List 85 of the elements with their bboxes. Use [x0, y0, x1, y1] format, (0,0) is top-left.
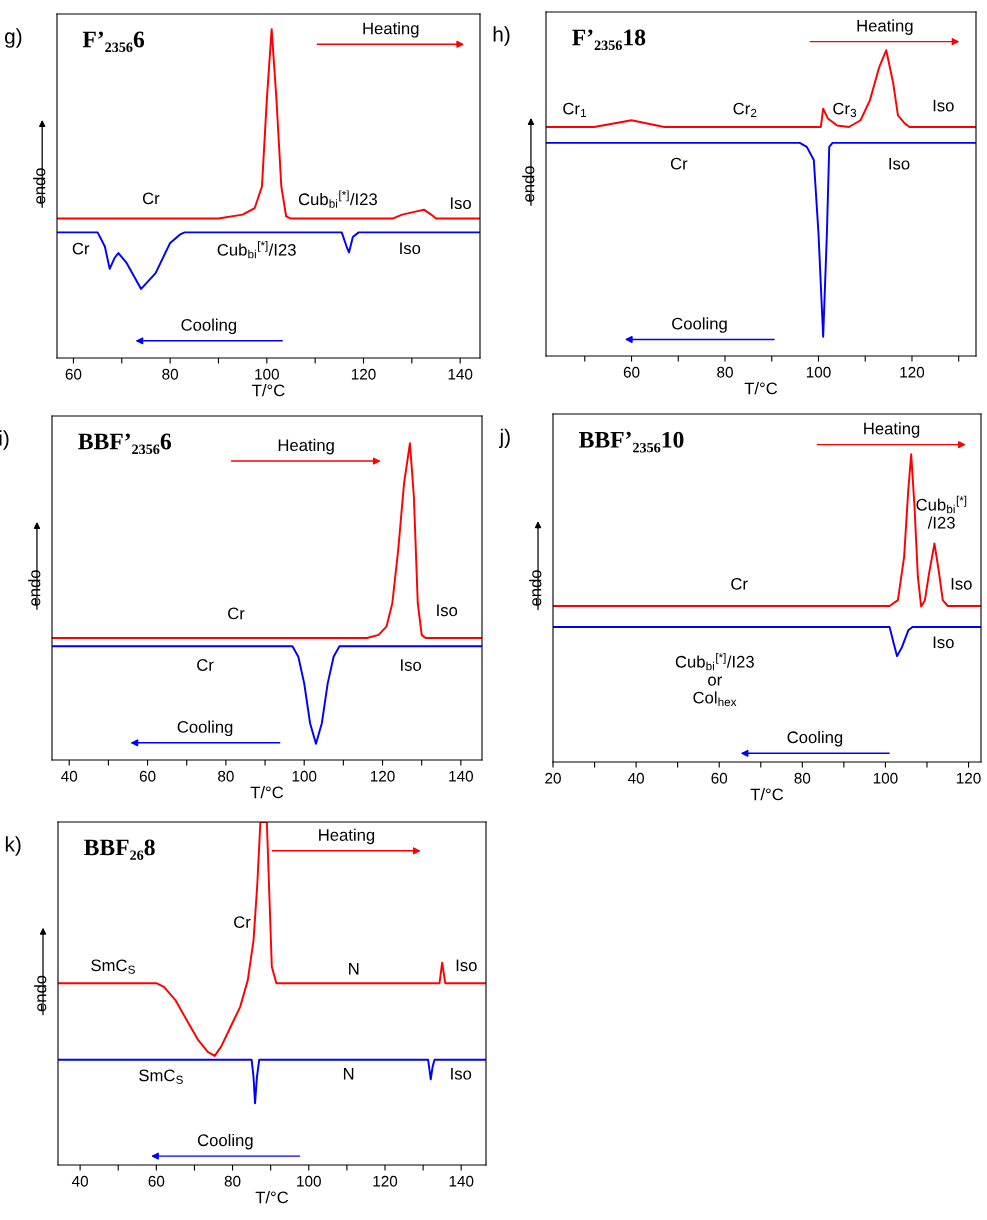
y-axis-title: endo — [529, 570, 542, 606]
x-tick-label: 80 — [162, 368, 179, 380]
text: Heating — [857, 19, 913, 35]
annotation: SmC$_{S}$ — [139, 1069, 183, 1084]
annotation: Cr — [234, 916, 251, 928]
x-tick-label: 40 — [71, 1175, 89, 1187]
annotation: Cooling — [787, 730, 843, 747]
annotation: Cr$_{1}$ — [563, 102, 587, 117]
y-axis-title: endo — [34, 975, 47, 1012]
annotation: N — [349, 963, 359, 975]
x-tick-label: 120 — [351, 368, 376, 380]
chart-title: F’₂₃₅₆18 — [572, 29, 646, 51]
x-tick-label: 120 — [370, 770, 395, 782]
annotation: SmC$_{S}$ — [91, 959, 135, 974]
annotation: Cub$_{bi}$$^{[*]}$/I23 — [298, 190, 377, 208]
annotation: Heating — [319, 828, 375, 845]
annotation: Iso — [450, 197, 471, 210]
x-tick-label: 100 — [255, 368, 279, 380]
x-tick-label: 120 — [373, 1175, 398, 1187]
annotation: Iso — [933, 636, 954, 649]
chart-title: BBF’₂₃₅₆6 — [78, 433, 172, 455]
x-tick-label: 40 — [627, 772, 645, 784]
annotation: Iso — [451, 1067, 472, 1080]
y-axis-title: endo — [522, 166, 535, 202]
chart-subtitle: j) — [498, 428, 510, 449]
y-axis-title: endo — [33, 168, 46, 204]
annotation: N — [343, 1067, 354, 1080]
x-tick-label: 120 — [900, 366, 925, 378]
x-tick-label: 80 — [794, 772, 811, 784]
x-axis-title: T/°C — [744, 382, 778, 395]
x-tick-label: 140 — [449, 1175, 474, 1187]
x-tick-label: 60 — [623, 366, 640, 378]
x-tick-label: 80 — [224, 1175, 241, 1187]
annotation: Iso — [889, 157, 910, 170]
annotation: Cr$_{2}$ — [733, 102, 757, 117]
chart-subtitle: i) — [0, 430, 9, 450]
text: k) — [5, 836, 21, 856]
annotation: Cub$_{bi}$$^{[*]}$/I23 or Col$_{hex}$ — [675, 652, 754, 707]
x-axis-title: T/°C — [250, 786, 284, 799]
chart-subtitle: g) — [5, 28, 22, 48]
annotation: Cr — [197, 659, 214, 671]
annotation: Cr — [72, 242, 90, 255]
x-tick-label: 60 — [139, 770, 156, 782]
annotation: Cooling — [197, 1133, 253, 1150]
x-tick-label: 80 — [218, 770, 234, 782]
x-tick-label: 100 — [297, 1175, 321, 1187]
annotation: Cr — [142, 192, 160, 205]
annotation: Cr$_{3}$ — [833, 102, 857, 118]
x-axis-title: T/°C — [750, 788, 784, 801]
annotation: Cr — [731, 577, 748, 590]
x-tick-label: 60 — [148, 1175, 165, 1187]
x-tick-label: 80 — [717, 366, 733, 378]
x-tick-label: 100 — [292, 770, 317, 782]
x-tick-label: 20 — [545, 772, 561, 784]
annotation: Cr — [228, 607, 245, 620]
text: Heating — [864, 422, 920, 438]
chart-title: BBF’₂₃₅₆10 — [579, 431, 684, 453]
x-axis-title: T/°C — [252, 384, 285, 397]
annotation: Heating — [278, 438, 334, 455]
annotation: Iso — [933, 99, 954, 112]
annotation: Cr — [670, 157, 688, 170]
x-tick-label: 100 — [806, 366, 831, 378]
annotation: Iso — [951, 578, 972, 590]
x-tick-label: 120 — [956, 772, 981, 784]
annotation: Iso — [401, 659, 422, 671]
x-tick-label: 100 — [873, 772, 898, 784]
text: BBF₂₆8 — [84, 839, 155, 861]
annotation: Cub$_{bi}$$^{[*]}$/I23 — [217, 240, 296, 259]
annotation: Heating — [363, 22, 419, 38]
annotation: Iso — [437, 604, 458, 617]
annotation: Cub$_{bi}$$^{[*]}$ /I23 — [916, 495, 967, 529]
annotation: Cooling — [181, 318, 237, 335]
chart-title: F’₂₃₅₆6 — [82, 31, 145, 53]
x-tick-label: 40 — [61, 770, 78, 782]
annotation: Cooling — [177, 720, 233, 737]
x-tick-label: 140 — [449, 770, 473, 782]
chart-subtitle: h) — [493, 26, 510, 46]
annotation: Cooling — [672, 317, 727, 333]
x-tick-label: 60 — [711, 772, 728, 784]
y-axis-title: endo — [28, 570, 41, 606]
annotation: Iso — [400, 242, 421, 255]
x-tick-label: 60 — [65, 368, 82, 380]
x-tick-label: 140 — [448, 368, 473, 380]
x-axis-title: T/°C — [255, 1191, 289, 1204]
annotation: Iso — [456, 959, 477, 972]
